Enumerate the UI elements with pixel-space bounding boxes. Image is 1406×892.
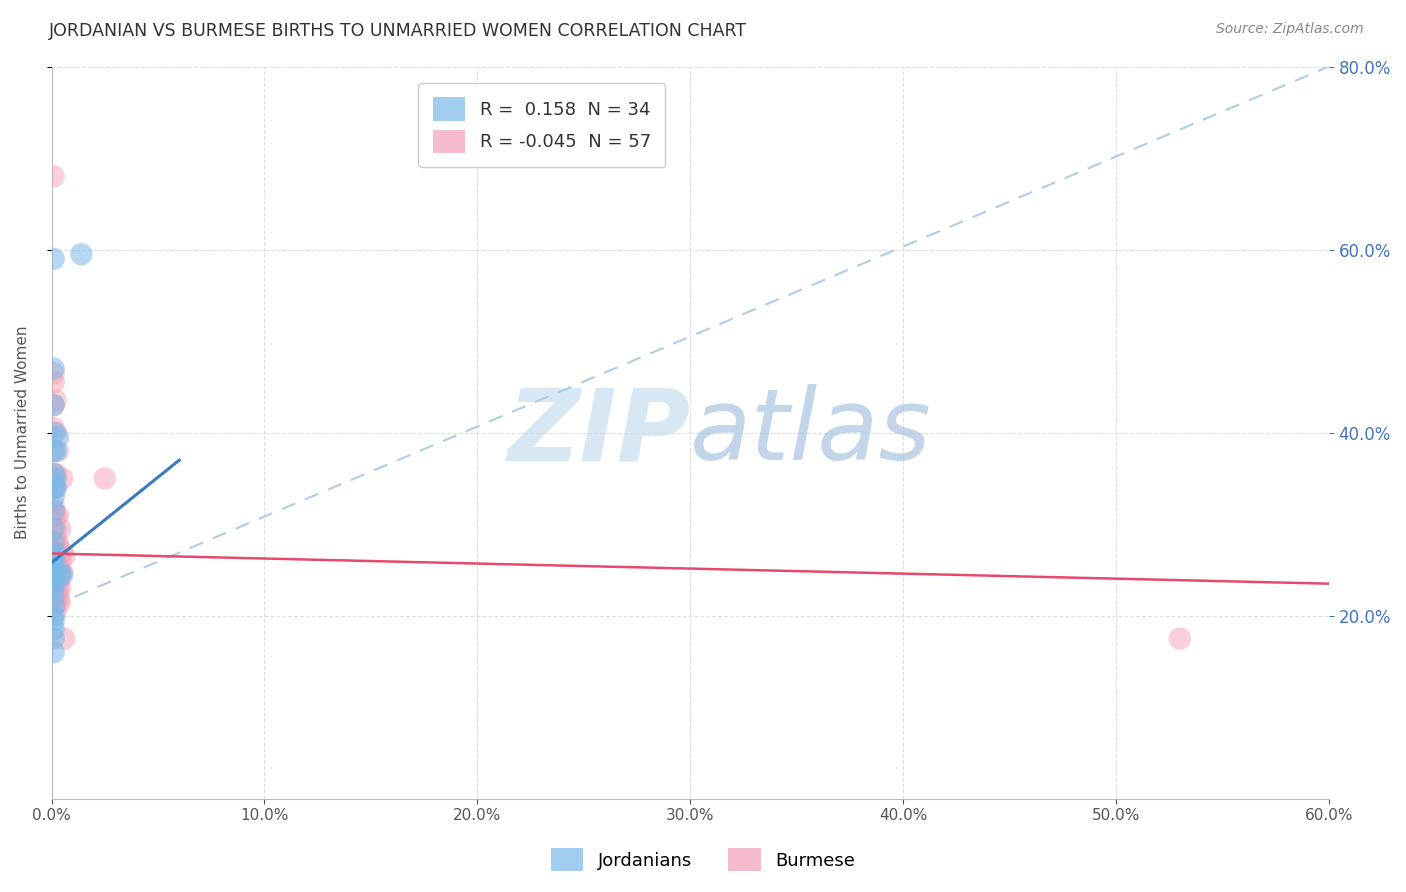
Y-axis label: Births to Unmarried Women: Births to Unmarried Women: [15, 326, 30, 540]
Point: [49, 554, 72, 568]
Point: [45, 444, 67, 458]
Point: [42, 632, 65, 646]
Text: atlas: atlas: [690, 384, 932, 481]
Point: [42, 252, 65, 266]
Point: [51, 565, 73, 579]
Point: [46, 535, 69, 549]
Point: [49, 581, 72, 595]
Point: [42, 503, 65, 517]
Point: [42, 398, 65, 412]
Point: [45, 425, 67, 440]
Point: [42, 567, 65, 582]
Point: [42, 421, 65, 435]
Point: [49, 595, 72, 609]
Point: [93, 471, 115, 485]
Point: [49, 522, 72, 536]
Point: [42, 490, 65, 504]
Point: [45, 565, 67, 579]
Point: [42, 467, 65, 481]
Point: [42, 554, 65, 568]
Point: [42, 645, 65, 659]
Point: [49, 567, 72, 582]
Point: [42, 522, 65, 536]
Point: [42, 361, 65, 376]
Point: [42, 623, 65, 637]
Text: JORDANIAN VS BURMESE BIRTHS TO UNMARRIED WOMEN CORRELATION CHART: JORDANIAN VS BURMESE BIRTHS TO UNMARRIED…: [49, 22, 748, 40]
Point: [42, 522, 65, 536]
Point: [42, 581, 65, 595]
Point: [42, 398, 65, 412]
Point: [45, 567, 67, 582]
Point: [45, 604, 67, 618]
Text: Source: ZipAtlas.com: Source: ZipAtlas.com: [1216, 22, 1364, 37]
Point: [42, 467, 65, 481]
Point: [45, 481, 67, 495]
Point: [70, 247, 93, 261]
Point: [46, 574, 69, 588]
Point: [42, 481, 65, 495]
Point: [49, 565, 72, 579]
Point: [53, 632, 76, 646]
Point: [42, 444, 65, 458]
Point: [45, 522, 67, 536]
Point: [51, 567, 73, 582]
Point: [46, 430, 69, 444]
Point: [45, 508, 67, 522]
Point: [42, 572, 65, 586]
Point: [42, 508, 65, 522]
Point: [45, 471, 67, 485]
Point: [46, 595, 69, 609]
Point: [42, 565, 65, 579]
Point: [42, 563, 65, 577]
Point: [42, 558, 65, 573]
Point: [51, 471, 73, 485]
Point: [46, 444, 69, 458]
Point: [46, 563, 69, 577]
Point: [42, 567, 65, 582]
Point: [45, 586, 67, 600]
Point: [45, 535, 67, 549]
Point: [42, 549, 65, 564]
Point: [42, 608, 65, 623]
Text: ZIP: ZIP: [508, 384, 690, 481]
Point: [45, 549, 67, 564]
Point: [42, 376, 65, 390]
Point: [42, 169, 65, 184]
Point: [46, 581, 69, 595]
Point: [42, 544, 65, 558]
Point: [45, 467, 67, 481]
Point: [45, 558, 67, 573]
Point: [42, 576, 65, 591]
Point: [42, 583, 65, 598]
Point: [45, 393, 67, 408]
Point: [42, 535, 65, 549]
Point: [42, 613, 65, 627]
Point: [42, 591, 65, 605]
Legend: Jordanians, Burmese: Jordanians, Burmese: [544, 841, 862, 879]
Point: [51, 544, 73, 558]
Point: [45, 595, 67, 609]
Point: [42, 576, 65, 591]
Point: [42, 558, 65, 573]
Legend: R =  0.158  N = 34, R = -0.045  N = 57: R = 0.158 N = 34, R = -0.045 N = 57: [418, 83, 665, 168]
Point: [46, 567, 69, 582]
Point: [42, 481, 65, 495]
Point: [42, 366, 65, 380]
Point: [45, 576, 67, 591]
Point: [53, 549, 76, 564]
Point: [46, 508, 69, 522]
Point: [46, 549, 69, 564]
Point: [42, 549, 65, 564]
Point: [42, 425, 65, 440]
Point: [42, 572, 65, 586]
Point: [45, 481, 67, 495]
Point: [1168, 632, 1191, 646]
Point: [49, 572, 72, 586]
Point: [42, 599, 65, 614]
Point: [42, 535, 65, 549]
Point: [46, 589, 69, 603]
Point: [42, 499, 65, 513]
Point: [42, 589, 65, 603]
